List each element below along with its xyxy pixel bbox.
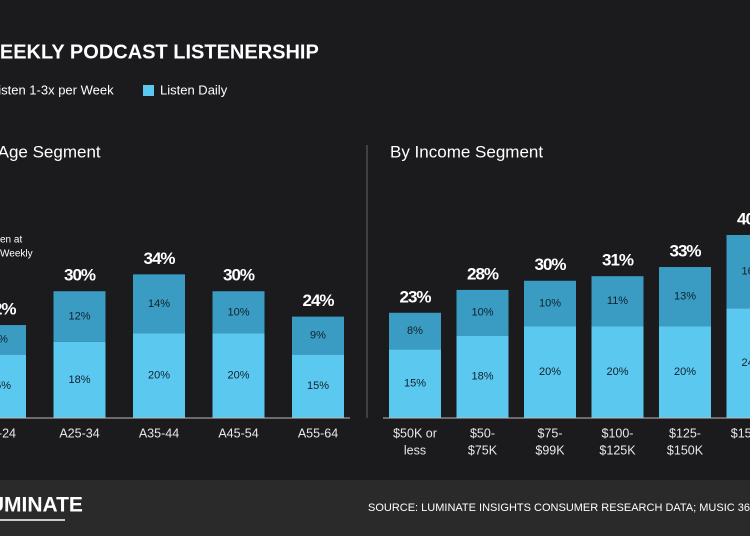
- bar-segment: [133, 274, 185, 334]
- total-label: 40%: [737, 209, 750, 228]
- bar-segment: [659, 267, 711, 327]
- segment-label: 7%: [0, 334, 8, 346]
- legend-swatch: [143, 85, 154, 96]
- x-tick-label: $50K or: [393, 426, 437, 440]
- total-label: 24%: [302, 291, 334, 310]
- x-tick-label: A55-64: [298, 426, 338, 440]
- bar-segment: [53, 291, 106, 342]
- x-tick-label: $150K: [667, 443, 704, 457]
- bar-segment: [292, 316, 344, 355]
- x-tick-label: $150K+: [731, 426, 750, 440]
- x-tick-label: less: [404, 443, 426, 457]
- segment-label: 18%: [68, 374, 90, 386]
- total-label: 30%: [534, 255, 566, 274]
- segment-label: 13%: [674, 291, 696, 303]
- x-tick-label: A25-34: [59, 426, 99, 440]
- segment-label: 8%: [407, 325, 423, 337]
- x-tick-label: $75K: [468, 443, 498, 457]
- total-label: 33%: [669, 242, 701, 261]
- chart-title: By Age Segment: [0, 142, 101, 161]
- legend-label: Listen 1-3x per Week: [0, 82, 114, 97]
- segment-label: 14%: [148, 298, 170, 310]
- footer-bar: [0, 480, 750, 536]
- bar-segment: [524, 326, 576, 418]
- bar-segment: [212, 333, 265, 418]
- x-tick-label: $99K: [535, 443, 565, 457]
- annotation: en at: [0, 235, 22, 246]
- segment-label: 16%: [741, 266, 750, 278]
- segment-label: 20%: [606, 366, 628, 378]
- x-tick-label: $125-: [669, 426, 701, 440]
- segment-label: 9%: [310, 330, 326, 342]
- bar-segment: [0, 354, 26, 418]
- total-label: 30%: [223, 266, 255, 285]
- total-label: 22%: [0, 300, 16, 319]
- bar-segment: [389, 312, 441, 350]
- segment-label: 10%: [227, 306, 249, 318]
- source: SOURCE: LUMINATE INSIGHTS CONSUMER RESEA…: [368, 502, 750, 514]
- bar-segment: [389, 349, 441, 418]
- bar-segment: [726, 308, 750, 418]
- total-label: 30%: [64, 266, 96, 285]
- segment-label: 24%: [741, 357, 750, 369]
- total-label: 28%: [467, 264, 499, 283]
- bar-segment: [456, 335, 509, 418]
- x-tick-label: $125K: [599, 443, 636, 457]
- legend-label: Listen Daily: [160, 82, 228, 97]
- bar-segment: [659, 326, 711, 418]
- segment-label: 18%: [471, 371, 493, 383]
- bar-segment: [292, 354, 344, 418]
- segment-label: 20%: [227, 370, 249, 382]
- segment-label: 15%: [404, 378, 426, 390]
- bar-segment: [524, 280, 576, 327]
- bar-segment: [133, 333, 185, 418]
- segment-label: 20%: [539, 366, 561, 378]
- bar-segment: [0, 325, 26, 355]
- segment-label: 15%: [307, 380, 329, 392]
- logo: LUMINATE: [0, 494, 83, 517]
- segment-label: 15%: [0, 380, 11, 392]
- x-tick-label: $100-: [602, 426, 634, 440]
- x-tick-label: A35-44: [139, 426, 179, 440]
- segment-label: 20%: [674, 366, 696, 378]
- total-label: 31%: [602, 251, 634, 270]
- bar-segment: [726, 235, 750, 309]
- x-tick-label: A45-54: [218, 426, 258, 440]
- bar-segment: [456, 289, 509, 336]
- total-label: 34%: [143, 249, 175, 268]
- x-tick-label: $75-: [537, 426, 562, 440]
- x-tick-label: 18-24: [0, 426, 16, 440]
- bar-segment: [591, 326, 644, 418]
- segment-label: 20%: [148, 370, 170, 382]
- annotation: Weekly: [0, 249, 33, 260]
- segment-label: 11%: [607, 295, 628, 307]
- segment-label: 12%: [68, 311, 90, 323]
- chart-title: By Income Segment: [390, 142, 543, 161]
- bar-segment: [212, 291, 265, 334]
- x-tick-label: $50-: [470, 426, 495, 440]
- bar-segment: [591, 276, 644, 327]
- segment-label: 10%: [539, 298, 561, 310]
- title: WEEKLY PODCAST LISTENERSHIP: [0, 41, 319, 63]
- segment-label: 10%: [471, 307, 493, 319]
- bar-segment: [53, 341, 106, 418]
- total-label: 23%: [399, 287, 431, 306]
